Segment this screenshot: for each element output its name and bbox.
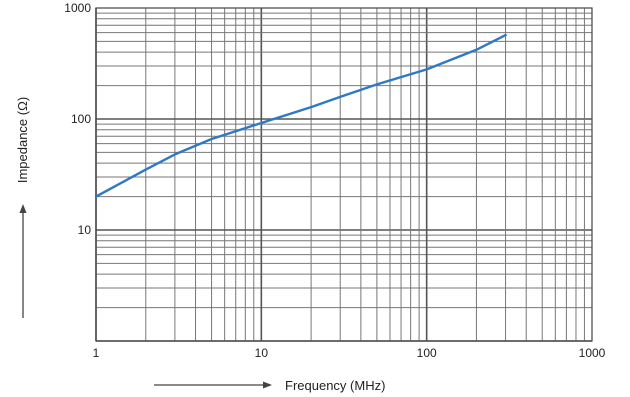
y-axis-label: Impedance (Ω): [15, 97, 30, 183]
y-tick-label: 1000: [64, 1, 91, 15]
x-tick-label: 1000: [579, 346, 606, 360]
x-tick-label: 100: [417, 346, 437, 360]
impedance-curve: [94, 33, 507, 198]
y-axis-label-group: Impedance (Ω): [15, 97, 30, 318]
tick-labels: 1 10 100 1000 10 100 1000: [64, 1, 605, 360]
series-layer: [94, 33, 507, 198]
x-axis-label-group: Frequency (MHz): [154, 378, 385, 393]
plot-background: [96, 8, 592, 341]
x-tick-label: 1: [93, 346, 100, 360]
grid: [95, 7, 593, 342]
y-tick-label: 10: [78, 223, 92, 237]
x-axis-label: Frequency (MHz): [285, 378, 385, 393]
y-axis-arrow-head: [19, 204, 27, 213]
x-axis-arrow-head: [263, 381, 272, 389]
plot-frame: [95, 7, 593, 342]
x-tick-label: 10: [255, 346, 269, 360]
y-tick-label: 100: [71, 112, 91, 126]
